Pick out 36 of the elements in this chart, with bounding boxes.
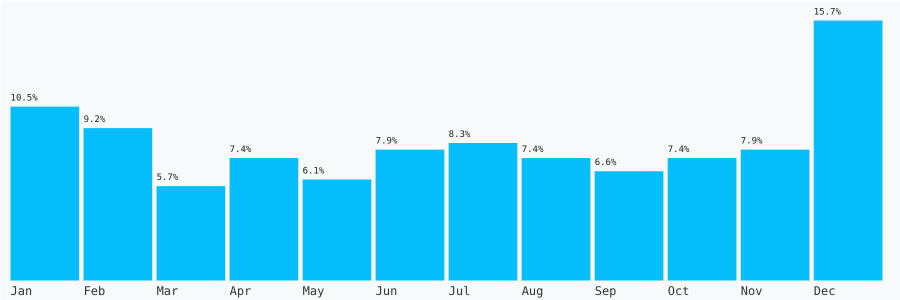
bar: [302, 179, 372, 280]
data-label: 7.4%: [668, 144, 690, 155]
bar: [156, 186, 226, 280]
data-label: 7.4%: [522, 144, 544, 155]
x-tick-label: Aug: [522, 284, 544, 298]
data-label: 15.7%: [814, 8, 842, 18]
data-label: 7.4%: [230, 144, 252, 155]
x-tick-label: Apr: [230, 284, 252, 298]
bar: [10, 106, 80, 280]
x-tick-label: Jul: [448, 284, 470, 298]
data-label: 6.1%: [302, 166, 325, 176]
bar: [522, 158, 590, 280]
data-label: 8.3%: [448, 130, 471, 140]
bar: [594, 171, 664, 280]
data-label: 9.2%: [84, 115, 106, 126]
data-label: 7.9%: [740, 136, 764, 147]
x-tick-label: Jan: [10, 284, 32, 298]
bar: [84, 128, 152, 280]
x-tick-label: Feb: [84, 284, 106, 298]
x-tick-label: Oct: [668, 284, 690, 298]
bar: [668, 158, 736, 280]
data-label: 7.9%: [376, 136, 398, 147]
bar: [740, 150, 810, 280]
x-tick-label: Sep: [594, 284, 616, 298]
bar: [230, 158, 298, 280]
x-tick-label: Dec: [814, 284, 836, 298]
data-label: 6.6%: [594, 158, 617, 168]
x-tick-label: Jun: [376, 284, 398, 298]
data-label: 5.7%: [156, 173, 179, 184]
x-tick-label: Mar: [156, 284, 178, 298]
x-tick-label: Nov: [740, 284, 762, 298]
bar: [814, 20, 882, 280]
x-tick-label: May: [302, 284, 324, 298]
bar: [448, 143, 518, 280]
bar: [376, 150, 444, 280]
data-label: 10.5%: [10, 94, 38, 104]
